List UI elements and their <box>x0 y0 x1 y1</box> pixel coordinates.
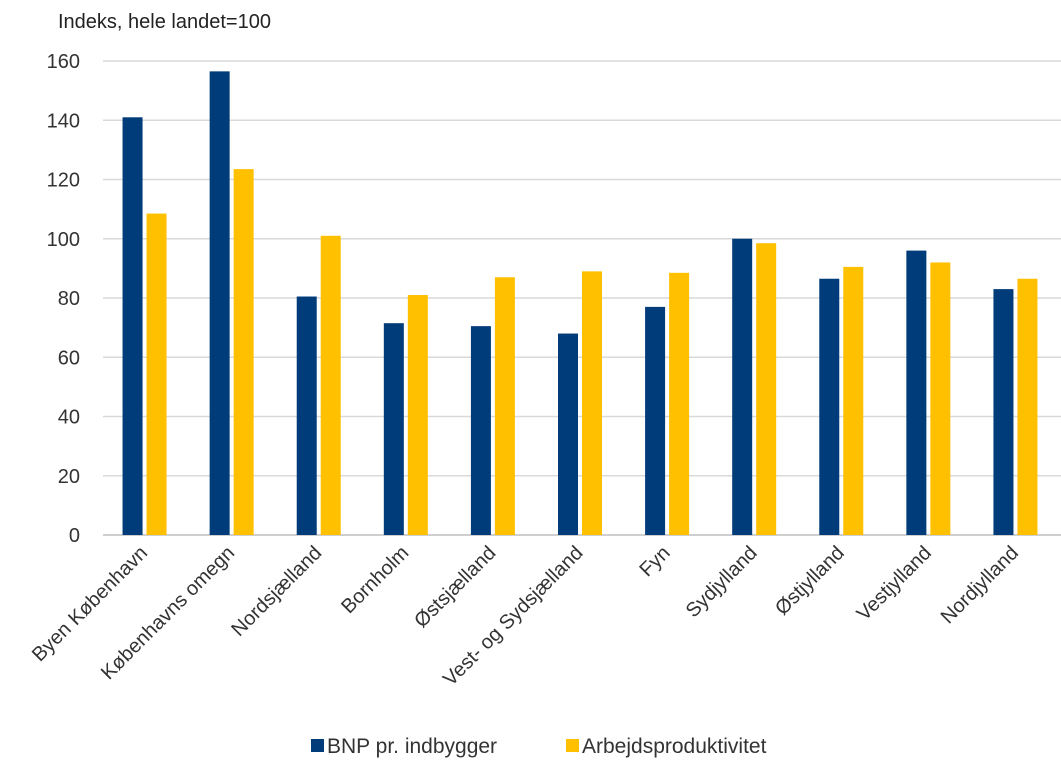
bar <box>383 323 404 535</box>
y-tick-label: 100 <box>47 229 80 251</box>
bar <box>558 333 578 535</box>
legend: BNP pr. indbygger Arbejdsproduktivitet <box>311 735 767 758</box>
category-label: Bornholm <box>337 542 413 618</box>
bar <box>930 262 951 535</box>
y-tick-label: 120 <box>47 170 80 192</box>
y-tick-label: 0 <box>69 525 80 547</box>
bar <box>470 326 491 535</box>
y-tick-label: 140 <box>47 110 80 132</box>
bar <box>407 295 428 535</box>
bar <box>494 277 515 535</box>
legend-label-bnp: BNP pr. indbygger <box>327 735 497 758</box>
y-tick-label: 20 <box>58 466 80 488</box>
category-label: Nordsjælland <box>227 542 326 641</box>
category-label: Sydjylland <box>682 542 762 622</box>
bar <box>993 289 1014 535</box>
category-label: Vestjylland <box>853 542 936 625</box>
bar <box>819 278 840 535</box>
y-tick-labels: 0 20 40 60 80 100 120 140 160 <box>47 51 80 547</box>
y-tick-label: 80 <box>58 288 80 310</box>
bar <box>320 235 341 535</box>
category-label: Østsjælland <box>410 542 500 632</box>
bar <box>843 266 864 535</box>
y-axis-label: Indeks, hele landet=100 <box>58 11 271 33</box>
bar <box>669 272 690 535</box>
bar <box>582 271 602 535</box>
y-tick-label: 40 <box>58 407 80 429</box>
bar <box>233 169 254 535</box>
bar <box>756 243 777 535</box>
category-label: Nordjylland <box>937 542 1023 628</box>
y-tick-label: 160 <box>47 51 80 73</box>
bar <box>209 71 230 536</box>
legend-swatch-arbejdsproduktivitet <box>566 739 579 752</box>
bar <box>732 238 753 535</box>
bar <box>122 117 143 535</box>
category-label: Fyn <box>635 542 674 581</box>
y-tick-label: 60 <box>58 347 80 369</box>
bars <box>122 71 1038 536</box>
category-label: Østjylland <box>771 542 849 620</box>
legend-swatch-bnp <box>311 739 324 752</box>
bar <box>1017 278 1038 535</box>
bar <box>906 250 927 535</box>
bar <box>146 213 167 535</box>
bar <box>296 296 317 535</box>
bar <box>645 306 666 535</box>
legend-label-arbejdsproduktivitet: Arbejdsproduktivitet <box>582 735 767 758</box>
